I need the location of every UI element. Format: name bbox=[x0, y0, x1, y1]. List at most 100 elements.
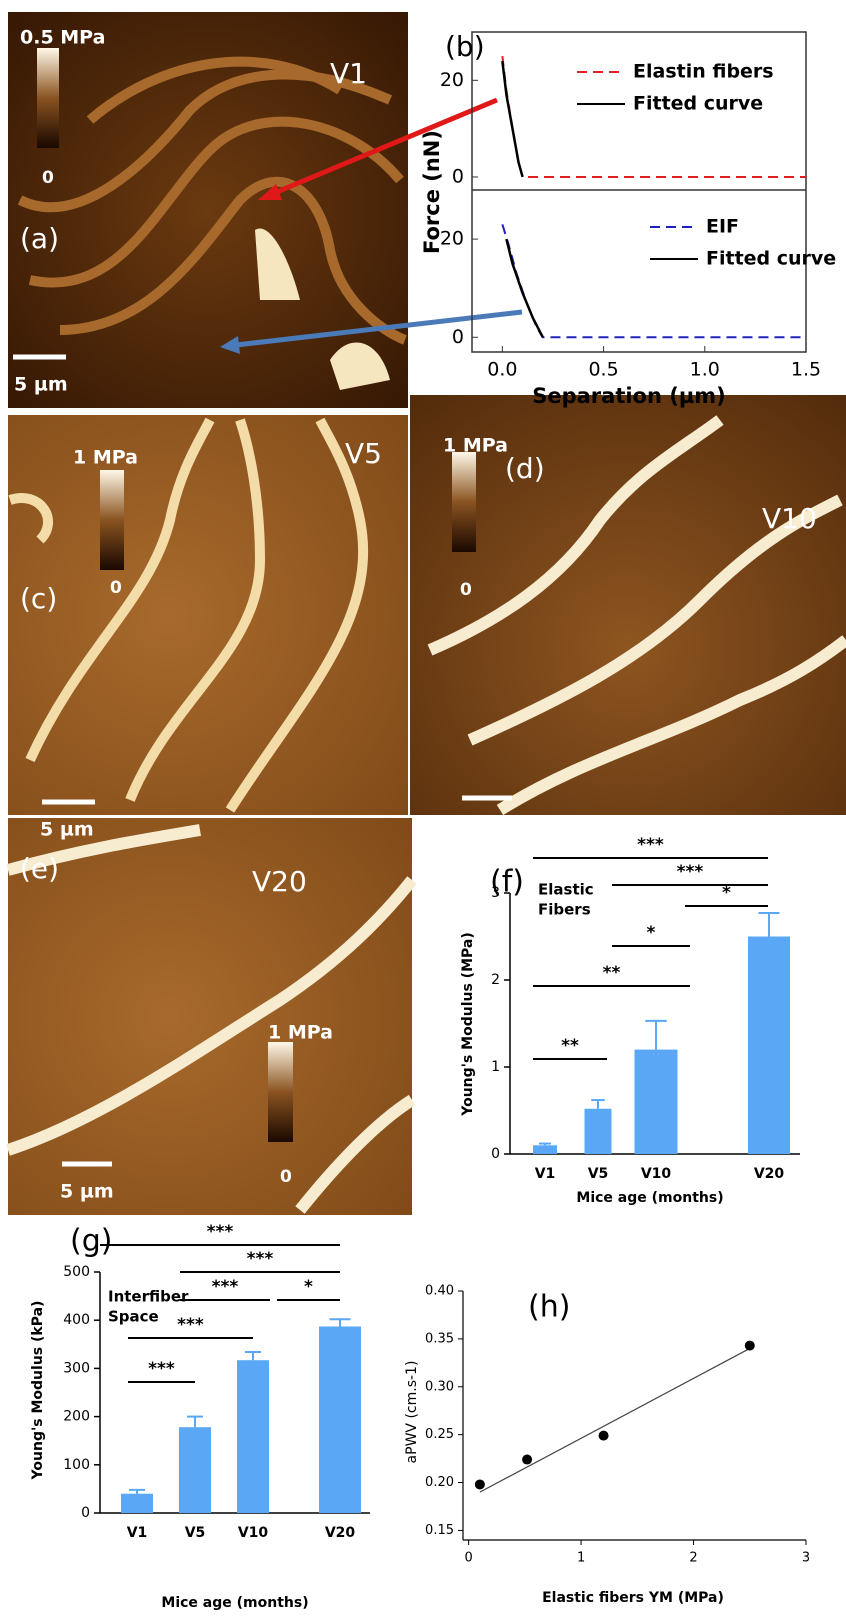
x-axis-label: Separation (µm) bbox=[532, 384, 726, 408]
x-tick-label: 1 bbox=[577, 1551, 585, 1566]
bar bbox=[533, 1145, 557, 1154]
legend-label: Fitted curve bbox=[633, 93, 763, 115]
point bbox=[599, 1431, 609, 1441]
chart-note: Elastic bbox=[538, 881, 594, 899]
scale-bar-label: 5 µm bbox=[40, 819, 94, 841]
colorbar-min: 0 bbox=[110, 578, 122, 598]
panel-label: (a) bbox=[20, 222, 59, 255]
panel-name: V20 bbox=[252, 865, 307, 898]
x-tick-label: V10 bbox=[238, 1525, 269, 1541]
significance-label: *** bbox=[637, 835, 664, 855]
colorbar bbox=[452, 452, 476, 552]
significance-label: *** bbox=[212, 1277, 239, 1297]
y-axis-label: Young's Modulus (MPa) bbox=[460, 932, 476, 1117]
y-tick-label: 0 bbox=[491, 1146, 500, 1162]
y-axis-label: Young's Modulus (kPa) bbox=[30, 1301, 46, 1481]
bar bbox=[237, 1360, 269, 1513]
x-tick-label: 0.5 bbox=[588, 359, 618, 381]
y-tick-label: 400 bbox=[63, 1312, 90, 1328]
chart-note: Interfiber bbox=[108, 1288, 189, 1306]
colorbar-max: 1 MPa bbox=[443, 435, 508, 457]
data-line bbox=[506, 239, 542, 337]
y-tick-label: 100 bbox=[63, 1457, 90, 1473]
x-axis-label: Mice age (months) bbox=[161, 1595, 308, 1611]
x-tick-label: 3 bbox=[802, 1551, 810, 1566]
significance-label: *** bbox=[207, 1222, 234, 1242]
x-tick-label: V5 bbox=[588, 1166, 609, 1182]
significance-label: * bbox=[304, 1277, 313, 1297]
panel-name: V10 bbox=[762, 502, 817, 535]
significance-label: *** bbox=[177, 1315, 204, 1335]
panel-label: (d) bbox=[505, 452, 545, 485]
bar bbox=[121, 1494, 153, 1513]
y-tick-label: 0.40 bbox=[425, 1284, 454, 1299]
bar bbox=[748, 937, 790, 1155]
y-tick-label: 3 bbox=[491, 885, 500, 901]
significance-label: *** bbox=[677, 862, 704, 882]
y-tick-label: 200 bbox=[63, 1409, 90, 1425]
colorbar-max: 1 MPa bbox=[73, 447, 138, 469]
bar bbox=[179, 1427, 211, 1513]
significance-label: ** bbox=[561, 1036, 579, 1056]
y-tick-label: 0.30 bbox=[425, 1379, 454, 1394]
point bbox=[745, 1341, 755, 1351]
colorbar-min: 0 bbox=[42, 168, 54, 188]
afm-image-c bbox=[8, 415, 408, 815]
chart-note: Space bbox=[108, 1308, 159, 1326]
colorbar-min: 0 bbox=[460, 580, 472, 600]
x-tick-label: V10 bbox=[641, 1166, 672, 1182]
y-tick-label: 0.35 bbox=[425, 1331, 454, 1346]
panel-label: (g) bbox=[70, 1224, 112, 1259]
y-tick-label: 0 bbox=[452, 326, 464, 348]
x-tick-label: V20 bbox=[325, 1525, 356, 1541]
panel-label: (e) bbox=[20, 852, 59, 885]
x-tick-label: 2 bbox=[689, 1551, 697, 1566]
point bbox=[522, 1455, 532, 1465]
colorbar bbox=[268, 1042, 293, 1142]
legend-label: Elastin fibers bbox=[633, 61, 774, 83]
x-axis-label: Elastic fibers YM (MPa) bbox=[542, 1590, 724, 1606]
x-tick-label: 1.0 bbox=[690, 359, 720, 381]
significance-label: * bbox=[647, 923, 656, 943]
significance-label: ** bbox=[603, 963, 621, 983]
fit-line bbox=[480, 1348, 750, 1492]
y-axis-label: aPWV (cm.s-1) bbox=[404, 1361, 420, 1464]
scale-bar-label: 5 µm bbox=[14, 374, 68, 396]
colorbar-max: 1 MPa bbox=[268, 1022, 333, 1044]
data-line bbox=[502, 224, 806, 337]
bar bbox=[635, 1050, 678, 1154]
data-line bbox=[502, 61, 522, 177]
x-tick-label: V1 bbox=[535, 1166, 556, 1182]
panel-name: V1 bbox=[330, 57, 367, 90]
y-tick-label: 500 bbox=[63, 1264, 90, 1280]
colorbar bbox=[37, 48, 59, 148]
x-tick-label: 1.5 bbox=[791, 359, 821, 381]
point bbox=[475, 1479, 485, 1489]
y-tick-label: 0 bbox=[81, 1505, 90, 1521]
significance-label: * bbox=[722, 883, 731, 903]
x-axis-label: Mice age (months) bbox=[576, 1190, 723, 1206]
colorbar bbox=[100, 470, 124, 570]
colorbar-max: 0.5 MPa bbox=[20, 27, 105, 49]
y-tick-label: 20 bbox=[440, 69, 464, 91]
x-tick-label: V5 bbox=[185, 1525, 206, 1541]
scale-bar-label: 5 µm bbox=[60, 1181, 114, 1203]
y-tick-label: 0 bbox=[452, 165, 464, 187]
panel-label: (c) bbox=[20, 582, 57, 615]
colorbar-min: 0 bbox=[280, 1167, 292, 1187]
significance-label: *** bbox=[247, 1249, 274, 1269]
panel-name: V5 bbox=[345, 437, 382, 470]
x-tick-label: 0 bbox=[464, 1551, 472, 1566]
y-tick-label: 0.25 bbox=[425, 1427, 454, 1442]
x-tick-label: V20 bbox=[754, 1166, 785, 1182]
scale-bar-label: 5 µm bbox=[462, 815, 516, 837]
legend-label: Fitted curve bbox=[706, 248, 836, 270]
legend-label: EIF bbox=[706, 216, 739, 238]
significance-label: *** bbox=[148, 1359, 175, 1379]
bar bbox=[319, 1326, 361, 1513]
y-tick-label: 0.15 bbox=[425, 1523, 454, 1538]
y-tick-label: 0.20 bbox=[425, 1475, 454, 1490]
chart-note: Fibers bbox=[538, 901, 591, 919]
x-tick-label: 0.0 bbox=[487, 359, 517, 381]
afm-image-e bbox=[8, 818, 412, 1215]
